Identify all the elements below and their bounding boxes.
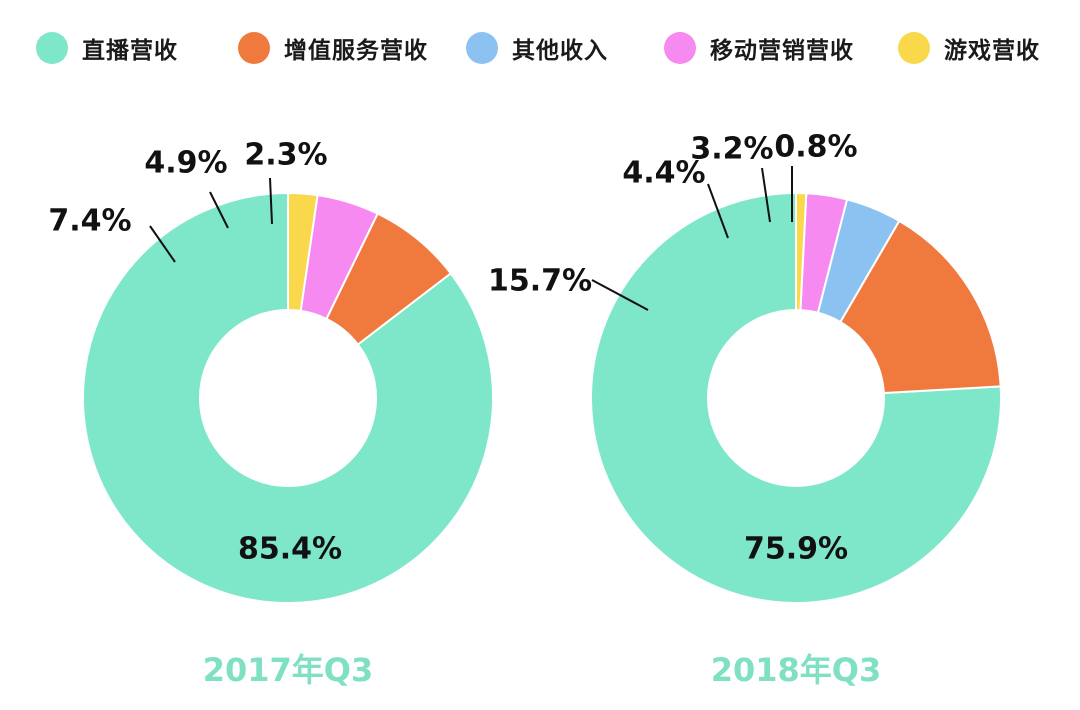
donut-1-slice-0 <box>589 191 1002 604</box>
donut-1-slice-1 <box>838 219 1002 395</box>
donut-1-leader-3 <box>761 167 771 223</box>
donut-0-label-0: 85.4% <box>238 532 342 567</box>
donut-0-title: 2017年Q3 <box>203 651 374 689</box>
legend-item-live: 直播营收 <box>36 26 178 70</box>
legend-label-other: 其他收入 <box>512 38 608 64</box>
legend-item-mobile-marketing: 移动营销营收 <box>664 26 854 70</box>
legend-label-game: 游戏营收 <box>944 38 1040 64</box>
legend-item-other: 其他收入 <box>466 26 608 70</box>
donut-0-leader-2 <box>209 191 229 229</box>
donut-1-leader-2 <box>707 183 729 239</box>
donut-1-label-1: 15.7% <box>488 264 592 299</box>
legend-swatch-mobile-marketing <box>664 32 696 64</box>
legend-item-value-added: 增值服务营收 <box>238 26 428 70</box>
donut-0-leader-3 <box>269 177 273 225</box>
donut-1-leader-1 <box>591 279 649 311</box>
legend-label-live: 直播营收 <box>82 38 178 64</box>
donut-1-label-0: 75.9% <box>744 532 848 567</box>
legend-swatch-live <box>36 32 68 64</box>
legend-swatch-other <box>466 32 498 64</box>
legend-swatch-game <box>898 32 930 64</box>
donut-1-label-4: 0.8% <box>774 130 857 165</box>
donut-0-label-3: 2.3% <box>244 138 327 173</box>
donut-1-label-2: 4.4% <box>622 156 705 191</box>
chart-legend: 直播营收 增值服务营收 其他收入 移动营销营收 游戏营收 <box>36 26 1056 70</box>
donut-0-leader-1 <box>149 225 176 263</box>
donut-1-title: 2018年Q3 <box>711 651 882 689</box>
donut-0-label-1: 7.4% <box>48 204 131 239</box>
donut-1-slice-4 <box>795 191 808 312</box>
donut-1-label-3: 3.2% <box>690 132 773 167</box>
legend-item-game: 游戏营收 <box>898 26 1040 70</box>
donut-0-slice-0 <box>82 191 494 604</box>
donut-0-label-2: 4.9% <box>144 146 227 181</box>
donut-0-slice-3 <box>287 191 319 313</box>
legend-label-value-added: 增值服务营收 <box>284 38 428 64</box>
legend-label-mobile-marketing: 移动营销营收 <box>710 38 854 64</box>
legend-swatch-value-added <box>238 32 270 64</box>
